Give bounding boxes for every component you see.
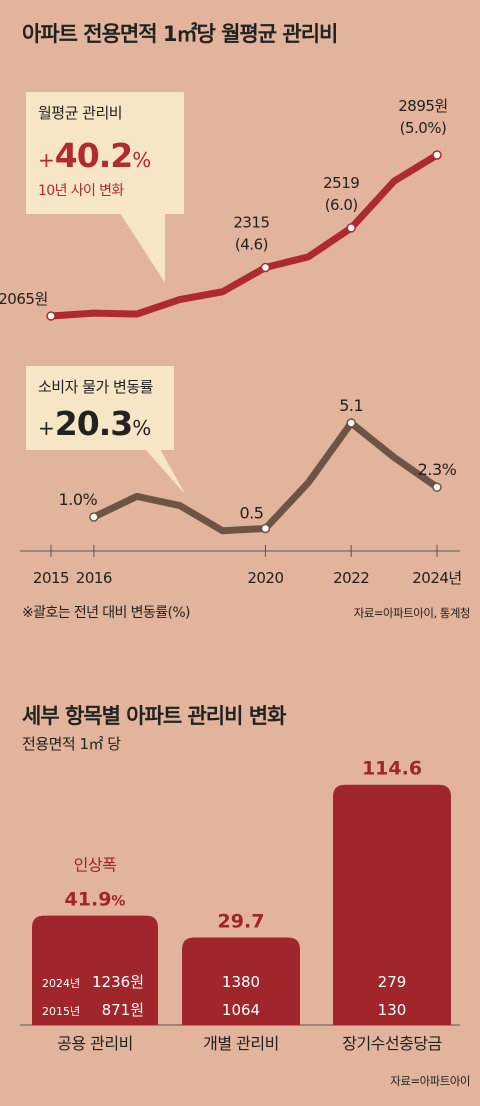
fee-callout-value: +40.2% (38, 136, 151, 175)
data-point (260, 523, 271, 534)
bar-annotation: 인상폭 (74, 856, 117, 875)
bar (32, 915, 158, 1025)
fee-callout-number: 40.2 (54, 136, 133, 175)
cpi-callout-pointer (145, 449, 185, 494)
bar-chart-subtitle: 전용면적 1㎡ 당 (22, 735, 121, 753)
data-point (89, 512, 99, 522)
bar (333, 784, 451, 1025)
data-label: 2.3% (418, 460, 457, 479)
data-label: 2895원 (398, 97, 447, 115)
chart-title: 아파트 전용면적 1㎡당 월평균 관리비 (22, 22, 338, 46)
x-tick-label: 2020 (247, 569, 283, 587)
cpi-callout-sign: + (38, 416, 55, 440)
bar-category-label: 개별 관리비 (203, 1034, 279, 1053)
fee-callout: 월평균 관리비 +40.2% 10년 사이 변화 (26, 92, 184, 214)
data-label: (4.6) (235, 236, 268, 254)
source-top: 자료=아파트아이, 통계청 (353, 606, 471, 620)
bar-value-label: 1380 (222, 973, 260, 991)
bar-series-name: 2015년 (42, 1005, 80, 1018)
x-tick-label: 2015 (33, 569, 69, 587)
data-point (346, 418, 356, 428)
cpi-callout: 소비자 물가 변동률 +20.3% (26, 366, 174, 450)
data-point (432, 482, 442, 492)
fee-callout-label: 월평균 관리비 (38, 104, 123, 122)
cpi-callout-number: 20.3 (54, 404, 133, 443)
series-line-1 (47, 151, 441, 320)
line-chart: 2015 2016 2020 2022 2024년 2065원 2315 (4.6) 2519 (… (0, 97, 462, 587)
bar-value-label: 130 (378, 1001, 407, 1019)
fee-callout-sub: 10년 사이 변화 (38, 183, 124, 199)
x-tick-label: 2022 (333, 569, 369, 587)
data-point (346, 223, 356, 233)
bar-value-label: 1064 (222, 1001, 260, 1019)
data-point (432, 150, 442, 160)
bar-increase-label: 114.6 (362, 758, 422, 780)
bar-category-label: 공용 관리비 (57, 1034, 133, 1053)
bar-value-label: 1236원 (92, 973, 144, 991)
cpi-callout-pct: % (132, 416, 152, 440)
bar-chart-title: 세부 항목별 아파트 관리비 변화 (22, 704, 286, 728)
bar-category-label: 장기수선충당금 (342, 1034, 442, 1053)
cpi-callout-value: +20.3% (38, 404, 151, 443)
bar-value-label: 871원 (102, 1001, 144, 1019)
x-tick-label: 2016 (76, 569, 112, 587)
bar-increase-label: 29.7 (218, 911, 265, 933)
bar-increase-label: 41.9% (65, 889, 126, 911)
x-tick-label: 2024년 (412, 569, 461, 587)
footnote: ※괄호는 전년 대비 변동률(%) (22, 605, 191, 621)
bar-increase-suffix: % (111, 894, 125, 910)
fee-callout-pct: % (132, 148, 152, 172)
cpi-callout-label: 소비자 물가 변동률 (38, 378, 153, 396)
data-label: 2065원 (0, 290, 48, 308)
data-point (46, 311, 56, 321)
bar-value-label: 279 (378, 973, 407, 991)
data-label: (6.0) (325, 196, 358, 214)
source-bottom: 자료=아파트아이 (390, 1074, 470, 1088)
data-point (260, 262, 271, 273)
bar (182, 937, 300, 1025)
data-label: 2315 (233, 214, 269, 232)
fee-callout-pointer (120, 213, 165, 283)
data-label: 1.0% (59, 490, 98, 509)
data-label: (5.0%) (400, 119, 447, 137)
data-label: 5.1 (339, 396, 363, 415)
data-label: 0.5 (239, 503, 263, 522)
data-label: 2519 (323, 174, 359, 192)
fee-callout-sign: + (38, 148, 55, 172)
bar-series-name: 2024년 (42, 977, 80, 990)
